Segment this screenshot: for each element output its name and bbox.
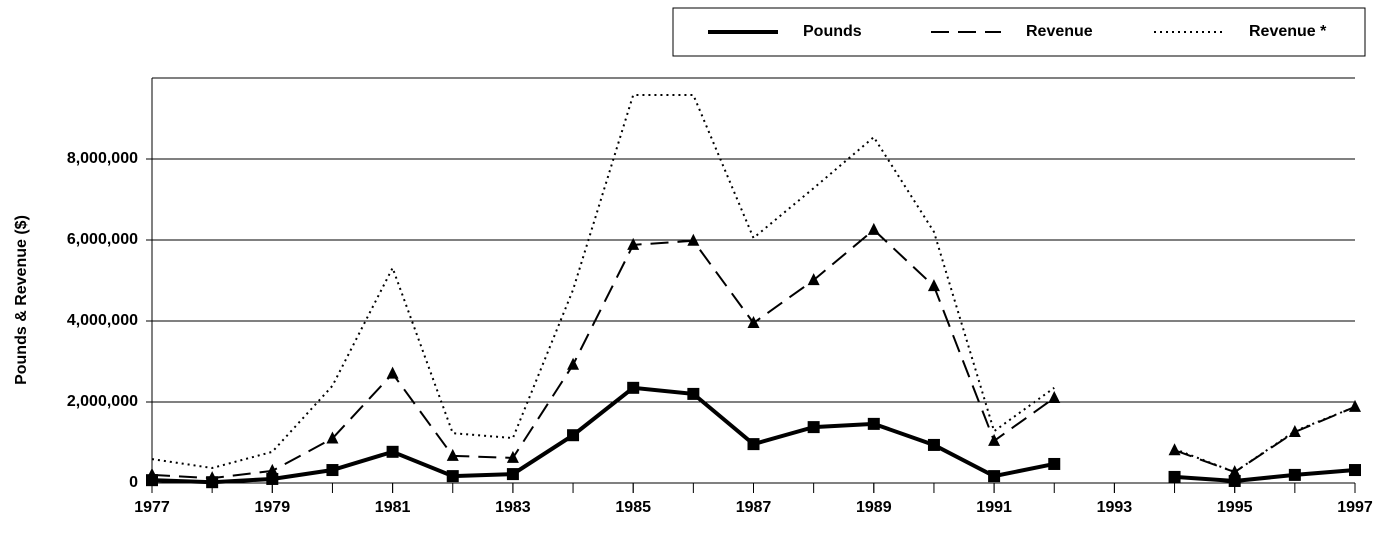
x-tick-label: 1991 — [976, 499, 1012, 516]
marker — [867, 222, 880, 235]
marker — [627, 237, 640, 250]
marker — [1048, 390, 1061, 403]
marker — [506, 450, 519, 463]
marker — [988, 470, 1001, 483]
marker — [1349, 399, 1361, 412]
series-line — [151, 385, 1356, 485]
marker — [1048, 457, 1061, 470]
x-tick-label: 1979 — [255, 499, 291, 516]
x-tick-label: 1997 — [1337, 499, 1373, 516]
y-tick-label: 4,000,000 — [67, 312, 138, 329]
x-tick-label: 1989 — [856, 499, 892, 516]
marker — [807, 273, 820, 286]
marker — [807, 421, 820, 434]
marker — [1349, 464, 1361, 477]
marker — [446, 470, 459, 483]
marker — [567, 429, 580, 442]
marker — [386, 445, 399, 458]
marker — [1228, 465, 1241, 478]
y-axis-title: Pounds & Revenue ($) — [13, 215, 30, 385]
marker — [146, 474, 158, 487]
marker — [687, 233, 700, 246]
marker — [747, 438, 760, 451]
marker — [1288, 468, 1301, 481]
marker — [266, 472, 279, 485]
marker — [747, 316, 760, 329]
legend-box — [672, 7, 1366, 57]
marker — [567, 357, 580, 370]
x-tick-label: 1995 — [1217, 499, 1253, 516]
y-tick-label: 6,000,000 — [67, 231, 138, 248]
y-tick-label: 2,000,000 — [67, 393, 138, 410]
marker — [326, 431, 339, 444]
marker — [1168, 470, 1181, 483]
marker — [927, 438, 940, 451]
series-line — [151, 94, 1356, 474]
y-tick-label: 8,000,000 — [67, 150, 138, 167]
legend-label: Pounds — [803, 23, 862, 40]
marker — [1228, 474, 1241, 487]
marker — [1168, 443, 1181, 456]
marker — [386, 366, 399, 379]
marker — [627, 381, 640, 394]
x-tick-label: 1987 — [736, 499, 772, 516]
marker — [266, 463, 279, 476]
marker — [988, 433, 1001, 446]
marker — [867, 417, 880, 430]
x-tick-label: 1983 — [495, 499, 531, 516]
x-tick-label: 1977 — [134, 499, 170, 516]
legend-label: Revenue — [1026, 23, 1093, 40]
marker — [1288, 424, 1301, 437]
marker — [206, 476, 219, 489]
x-tick-label: 1985 — [615, 499, 651, 516]
marker — [927, 279, 940, 292]
marker — [446, 448, 459, 461]
x-tick-label: 1993 — [1097, 499, 1133, 516]
x-tick-label: 1981 — [375, 499, 411, 516]
marker — [506, 468, 519, 481]
series-line — [151, 228, 1356, 480]
marker — [687, 387, 700, 400]
legend-label: Revenue * — [1249, 23, 1327, 40]
marker — [326, 464, 339, 477]
y-tick-label: 0 — [129, 474, 138, 491]
